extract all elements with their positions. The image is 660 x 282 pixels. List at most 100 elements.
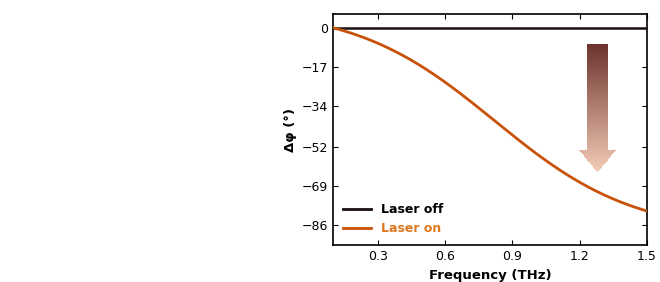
Bar [587,116,608,117]
Bar [587,122,608,123]
Bar [587,57,608,58]
Bar [587,148,608,149]
Bar [587,149,608,150]
Bar [587,77,608,78]
Bar [587,45,608,46]
Bar [587,102,608,103]
Bar [587,91,608,92]
Bar [583,154,612,155]
Bar [587,133,608,134]
Bar [587,111,608,112]
Bar [581,151,614,152]
Bar [587,112,608,113]
Bar [587,147,608,148]
Bar [587,48,608,49]
Bar [587,67,608,68]
Bar [587,138,608,139]
Bar [587,64,608,65]
Y-axis label: Δφ (°): Δφ (°) [284,108,296,152]
X-axis label: Frequency (THz): Frequency (THz) [429,269,551,282]
Bar [587,75,608,76]
Bar [587,66,608,67]
Bar [587,130,608,131]
Bar [590,163,605,164]
Bar [597,171,598,172]
Bar [587,51,608,52]
Bar [585,157,610,158]
Bar [591,165,603,166]
Bar [587,92,608,93]
Bar [587,50,608,51]
Bar [587,118,608,119]
Bar [587,146,608,147]
Bar [587,106,608,107]
Bar [587,79,608,80]
Bar [587,115,608,116]
Bar [587,114,608,115]
Bar [587,46,608,47]
Bar [587,98,608,99]
Bar [587,123,608,124]
Bar [587,95,608,96]
Bar [587,49,608,50]
Bar [587,117,608,118]
Bar [587,63,608,64]
Bar [587,140,608,141]
Bar [587,125,608,126]
Bar [587,121,608,122]
Bar [587,129,608,130]
Bar [589,161,607,162]
Bar [587,78,608,79]
Bar [587,113,608,114]
Bar [587,65,608,66]
Bar [587,59,608,60]
Bar [587,83,608,84]
Bar [587,61,608,62]
Bar [587,105,608,106]
Bar [587,73,608,74]
Bar [587,93,608,94]
Bar [586,158,609,159]
Bar [587,72,608,73]
Bar [587,126,608,127]
Bar [587,131,608,132]
Bar [587,53,608,54]
Bar [587,85,608,86]
Bar [587,159,609,160]
Bar [587,90,608,91]
Bar [587,87,608,88]
Bar [587,86,608,87]
Bar [587,84,608,85]
Bar [587,137,608,138]
Legend: Laser off, Laser on: Laser off, Laser on [339,199,447,239]
Bar [587,127,608,128]
Bar [596,170,599,171]
Bar [587,82,608,83]
Bar [582,153,613,154]
Bar [587,76,608,77]
Bar [587,62,608,63]
Bar [587,135,608,136]
Bar [587,69,608,70]
Bar [587,94,608,95]
Bar [587,143,608,144]
Bar [587,55,608,56]
Bar [587,54,608,55]
Bar [587,139,608,140]
Bar [587,103,608,104]
Bar [587,142,608,143]
Bar [587,80,608,81]
Bar [587,81,608,82]
Bar [587,96,608,97]
Bar [587,44,608,45]
Bar [591,164,604,165]
Bar [587,107,608,108]
Bar [587,136,608,137]
Bar [587,110,608,111]
Bar [587,124,608,125]
Bar [587,60,608,61]
Bar [587,71,608,72]
Bar [587,108,608,109]
Bar [587,109,608,110]
Bar [587,56,608,57]
